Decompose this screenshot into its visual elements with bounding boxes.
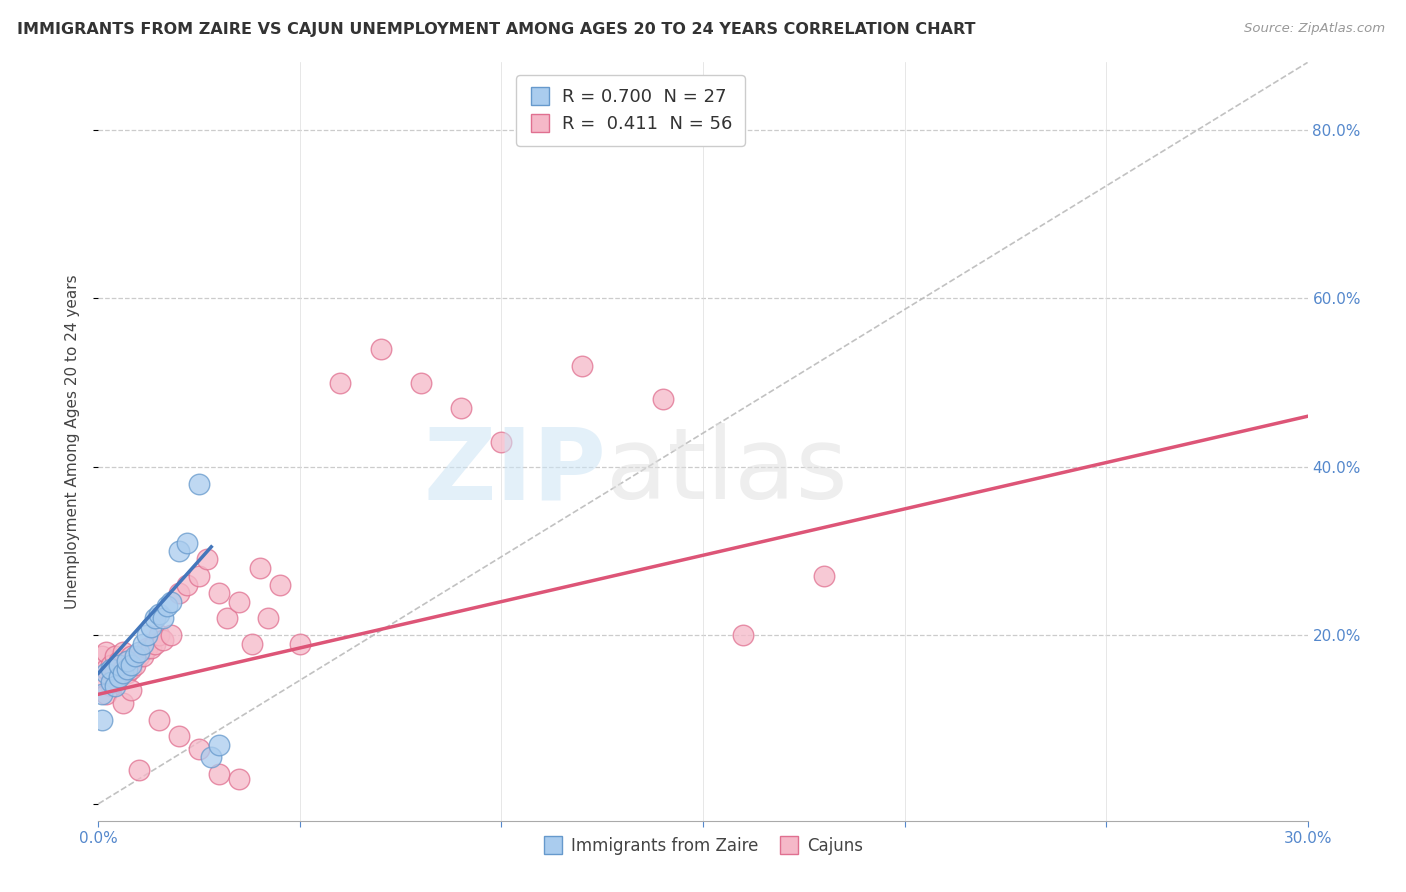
- Point: [188, 569, 211, 583]
- Point: [195, 552, 218, 566]
- Point: [240, 637, 263, 651]
- Point: [96, 662, 118, 676]
- Text: atlas: atlas: [606, 424, 848, 520]
- Point: [100, 657, 122, 672]
- Point: [409, 376, 432, 390]
- Point: [176, 578, 198, 592]
- Point: [733, 628, 755, 642]
- Point: [128, 763, 150, 777]
- Point: [176, 535, 198, 549]
- Point: [100, 662, 122, 676]
- Point: [188, 742, 211, 756]
- Point: [208, 738, 231, 752]
- Point: [124, 657, 146, 672]
- Point: [103, 649, 125, 664]
- Point: [132, 649, 155, 664]
- Point: [132, 637, 155, 651]
- Point: [124, 649, 146, 664]
- Point: [188, 476, 211, 491]
- Point: [96, 687, 118, 701]
- Point: [167, 586, 190, 600]
- Point: [813, 569, 835, 583]
- Point: [120, 657, 142, 672]
- Point: [111, 662, 134, 676]
- Point: [100, 679, 122, 693]
- Point: [148, 713, 170, 727]
- Point: [450, 401, 472, 415]
- Point: [269, 578, 291, 592]
- Point: [100, 674, 122, 689]
- Point: [91, 713, 114, 727]
- Point: [370, 342, 392, 356]
- Point: [120, 649, 142, 664]
- Point: [208, 767, 231, 781]
- Legend: Immigrants from Zaire, Cajuns: Immigrants from Zaire, Cajuns: [536, 830, 870, 862]
- Point: [139, 640, 162, 655]
- Point: [143, 637, 166, 651]
- Point: [111, 645, 134, 659]
- Point: [152, 632, 174, 647]
- Text: ZIP: ZIP: [423, 424, 606, 520]
- Point: [111, 666, 134, 681]
- Point: [148, 607, 170, 622]
- Point: [228, 772, 250, 786]
- Point: [200, 750, 222, 764]
- Point: [107, 657, 129, 672]
- Point: [228, 594, 250, 608]
- Point: [96, 666, 118, 681]
- Point: [491, 434, 513, 449]
- Point: [135, 628, 157, 642]
- Point: [91, 687, 114, 701]
- Point: [96, 645, 118, 659]
- Point: [115, 666, 138, 681]
- Point: [103, 674, 125, 689]
- Text: IMMIGRANTS FROM ZAIRE VS CAJUN UNEMPLOYMENT AMONG AGES 20 TO 24 YEARS CORRELATIO: IMMIGRANTS FROM ZAIRE VS CAJUN UNEMPLOYM…: [17, 22, 976, 37]
- Point: [135, 640, 157, 655]
- Point: [115, 654, 138, 668]
- Point: [651, 392, 673, 407]
- Point: [120, 683, 142, 698]
- Point: [107, 654, 129, 668]
- Point: [217, 611, 239, 625]
- Point: [107, 670, 129, 684]
- Point: [288, 637, 311, 651]
- Point: [329, 376, 352, 390]
- Point: [160, 628, 183, 642]
- Point: [91, 670, 114, 684]
- Point: [115, 654, 138, 668]
- Point: [115, 662, 138, 676]
- Point: [128, 649, 150, 664]
- Point: [167, 730, 190, 744]
- Point: [256, 611, 278, 625]
- Point: [107, 670, 129, 684]
- Point: [571, 359, 593, 373]
- Point: [167, 544, 190, 558]
- Text: Source: ZipAtlas.com: Source: ZipAtlas.com: [1244, 22, 1385, 36]
- Point: [128, 645, 150, 659]
- Point: [152, 611, 174, 625]
- Point: [160, 594, 183, 608]
- Point: [156, 599, 179, 613]
- Point: [120, 662, 142, 676]
- Point: [111, 696, 134, 710]
- Point: [91, 649, 114, 664]
- Y-axis label: Unemployment Among Ages 20 to 24 years: Unemployment Among Ages 20 to 24 years: [65, 274, 80, 609]
- Point: [103, 679, 125, 693]
- Point: [103, 662, 125, 676]
- Point: [143, 611, 166, 625]
- Point: [148, 628, 170, 642]
- Point: [139, 620, 162, 634]
- Point: [249, 561, 271, 575]
- Point: [208, 586, 231, 600]
